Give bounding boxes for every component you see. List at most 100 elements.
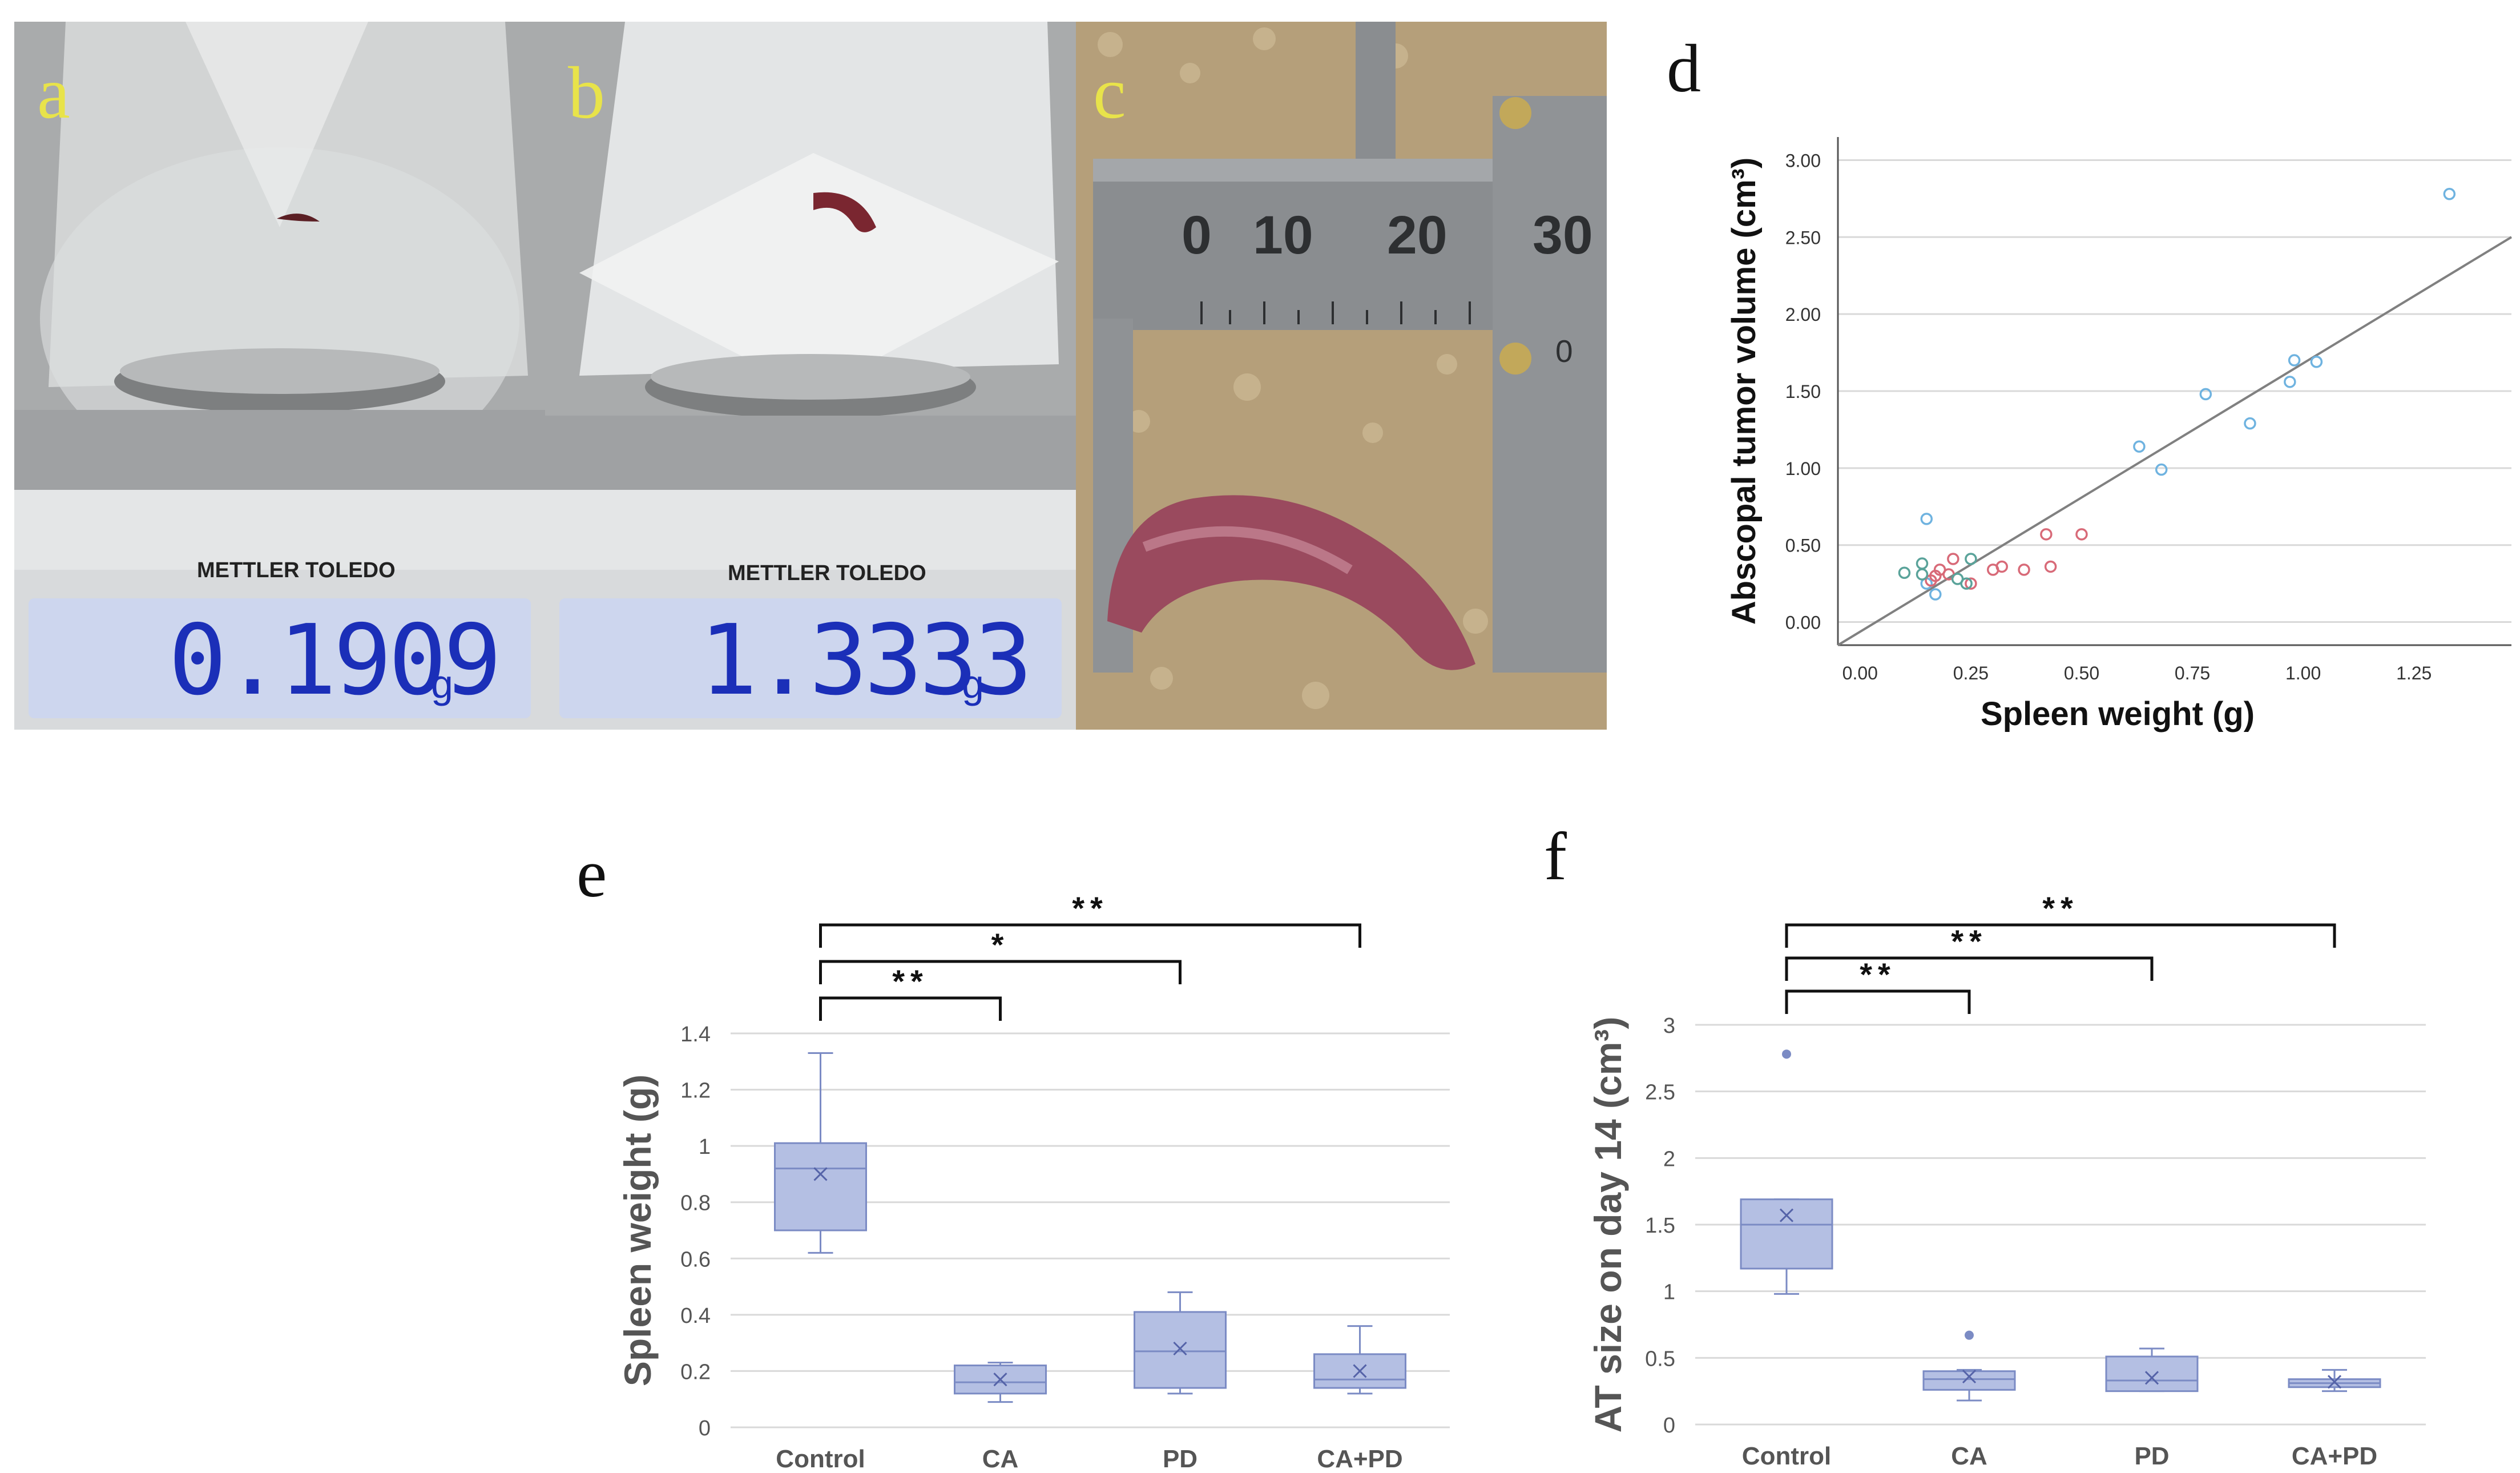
y-tick-label-f: 2	[1663, 1147, 1675, 1171]
x-tick-label-d: 0.25	[1953, 663, 1989, 683]
scale-reading-a: 0.1909	[168, 604, 502, 717]
y-tick-label-e: 1	[699, 1135, 711, 1159]
box-e	[774, 1142, 867, 1231]
photo-panel-a: a METTLER TOLEDO 0.1909 g	[14, 22, 545, 730]
significance-label-f: **	[1951, 923, 1987, 959]
y-tick-label-f: 3	[1663, 1014, 1675, 1038]
y-tick-label-e: 0.2	[680, 1360, 711, 1384]
panel-label-b: b	[568, 52, 605, 134]
significance-bracket-e	[819, 923, 1361, 948]
scatter-point-red	[2075, 528, 2088, 541]
significance-label-e: **	[892, 963, 929, 999]
box-f	[2105, 1355, 2199, 1392]
scatter-point-red	[1965, 577, 1977, 590]
category-label-e: PD	[1163, 1445, 1197, 1473]
photo-panel-b: b METTLER TOLEDO 1.3333 g	[545, 22, 1076, 730]
box-f	[1922, 1370, 2016, 1391]
y-tick-label-e: 1.2	[680, 1079, 711, 1103]
significance-bracket-f	[1785, 923, 2336, 948]
y-tick-label-d: 2.50	[1785, 227, 1821, 248]
y-tick-label-f: 1	[1663, 1281, 1675, 1305]
x-tick-label-d: 1.00	[2285, 663, 2321, 683]
category-label-e: CA+PD	[1317, 1445, 1402, 1473]
y-tick-label-d: 0.50	[1785, 536, 1821, 556]
caliper-tick-30: 30	[1533, 205, 1593, 265]
scatter-point-blue	[2284, 376, 2296, 388]
scatter-point-red	[1986, 564, 1999, 576]
y-tick-label-d: 2.00	[1785, 304, 1821, 325]
mean-marker-e	[1173, 1341, 1187, 1356]
scatter-point-blue	[2244, 417, 2256, 430]
boxplot-chart-f: 0 0.5 1 1.5 2 2.5 3 Control CA PD CA+PD ** ** ** AT si…	[1587, 890, 2426, 1470]
y-tick-label-e: 0.8	[680, 1192, 711, 1216]
scatter-point-blue	[2310, 356, 2323, 368]
balance-photo-a	[14, 22, 545, 730]
y-axis-title-d: Abscopal tumor volume (cm³)	[1725, 158, 1763, 625]
mean-marker-f	[2327, 1375, 2342, 1389]
caliper-tick-10: 10	[1253, 205, 1313, 265]
y-tick-label-f: 2.5	[1645, 1081, 1675, 1105]
scatter-point-red	[1933, 564, 1946, 576]
significance-label-f: **	[2042, 890, 2079, 926]
outlier-point-f	[1782, 1049, 1791, 1059]
panel-label-c: c	[1093, 52, 1126, 134]
balance-photo-b	[545, 22, 1076, 730]
x-axis-title-d: Spleen weight (g)	[1981, 695, 2255, 733]
x-tick-label-d: 1.25	[2396, 663, 2432, 683]
panel-label-e: e	[576, 835, 607, 911]
category-label-f: Control	[1742, 1442, 1831, 1470]
x-tick-label-d: 0.75	[2175, 663, 2210, 683]
y-tick-label-f: 1.5	[1645, 1214, 1675, 1238]
scatter-point-red	[1925, 574, 1937, 587]
y-tick-label-f: 0	[1663, 1414, 1675, 1438]
scale-brand-b: METTLER TOLEDO	[728, 561, 926, 585]
significance-label-e: *	[991, 927, 1010, 963]
category-label-e: Control	[776, 1445, 865, 1473]
category-label-e: CA	[982, 1445, 1019, 1473]
panel-label-d: d	[1667, 30, 1701, 106]
mean-marker-e	[813, 1167, 828, 1181]
significance-bracket-e	[819, 960, 1182, 984]
significance-label-e: **	[1072, 890, 1108, 926]
significance-bracket-f	[1785, 956, 2154, 981]
scatter-point-teal	[1898, 566, 1911, 579]
scale-unit-a: g	[431, 662, 453, 706]
scatter-point-blue	[2133, 440, 2146, 453]
y-tick-label-d: 3.00	[1785, 150, 1821, 171]
outlier-point-f	[1965, 1330, 1974, 1340]
mean-marker-e	[993, 1373, 1007, 1387]
x-tick-label-d: 0.00	[1842, 663, 1878, 683]
y-tick-label-d: 1.50	[1785, 381, 1821, 402]
y-axis-title-e: Spleen weight (g)	[616, 1074, 659, 1386]
significance-bracket-e	[819, 996, 1002, 1021]
scale-brand-a: METTLER TOLEDO	[197, 558, 396, 582]
scatter-point-blue	[1929, 588, 1942, 601]
significance-bracket-f	[1785, 989, 1971, 1014]
scatter-point-teal	[1965, 553, 1977, 565]
mean-marker-e	[1353, 1364, 1367, 1378]
scatter-point-red	[2018, 564, 2030, 576]
scatter-point-red	[2044, 560, 2057, 573]
box-e	[1134, 1311, 1227, 1389]
scatter-point-blue	[2288, 354, 2301, 367]
y-tick-label-e: 1.4	[680, 1023, 711, 1047]
caliper-tick-20: 20	[1387, 205, 1448, 265]
vernier-zero: 0	[1555, 333, 1573, 369]
category-label-f: PD	[2134, 1442, 2169, 1470]
scatter-chart-d: 0.00 0.50 1.00 1.50 2.00 2.50 3.00 0.00 0.25 0.50…	[1725, 137, 2513, 733]
y-tick-label-d: 1.00	[1785, 458, 1821, 479]
box-e	[1313, 1353, 1406, 1389]
scatter-point-red	[2040, 528, 2053, 541]
y-tick-label-f: 0.5	[1645, 1347, 1675, 1371]
photo-panel-c: c 0 10 20 30 0	[1076, 22, 1607, 730]
scatter-point-blue	[2199, 388, 2212, 401]
scatter-point-blue	[2155, 463, 2168, 476]
box-f	[1740, 1198, 1833, 1270]
mean-marker-f	[1962, 1369, 1977, 1384]
mean-marker-f	[1779, 1208, 1794, 1222]
caliper-tick-0: 0	[1182, 205, 1212, 265]
category-label-f: CA+PD	[2292, 1442, 2377, 1470]
fit-line-d	[1837, 236, 2513, 646]
scatter-point-blue	[1920, 513, 1933, 525]
scatter-point-teal	[1916, 568, 1929, 581]
